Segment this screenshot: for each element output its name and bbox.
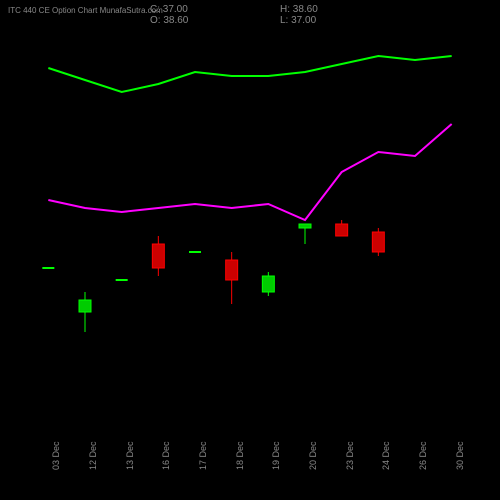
x-tick-label: 19 Dec <box>271 441 281 470</box>
x-axis-labels: 03 Dec 12 Dec 13 Dec 16 Dec 17 Dec 18 Dec 19 D… <box>30 425 470 495</box>
high-label: H: <box>280 4 293 15</box>
candle-body <box>299 224 311 228</box>
x-tick-label: 13 Dec <box>125 441 135 470</box>
chart-plot <box>30 20 470 420</box>
x-tick-label: 20 Dec <box>308 441 318 470</box>
candle-body <box>152 244 164 268</box>
candle-body <box>262 276 274 292</box>
close-label: C: <box>150 4 163 15</box>
x-tick-label: 24 Dec <box>381 441 391 470</box>
close-value: 37.00 <box>163 4 188 15</box>
x-tick-label: 17 Dec <box>198 441 208 470</box>
chart-title: ITC 440 CE Option Chart MunafaSutra.com <box>8 6 163 15</box>
x-tick-label: 18 Dec <box>235 441 245 470</box>
x-tick-label: 12 Dec <box>88 441 98 470</box>
upper-line <box>48 56 451 92</box>
candle-body <box>336 224 348 236</box>
x-tick-label: 16 Dec <box>161 441 171 470</box>
x-tick-label: 30 Dec <box>455 441 465 470</box>
candle-body <box>79 300 91 312</box>
candle-body <box>372 232 384 252</box>
lower-line <box>48 124 451 220</box>
candle-body <box>226 260 238 280</box>
x-tick-label: 23 Dec <box>345 441 355 470</box>
x-tick-label: 03 Dec <box>51 441 61 470</box>
x-tick-label: 26 Dec <box>418 441 428 470</box>
high-value: 38.60 <box>293 4 318 15</box>
